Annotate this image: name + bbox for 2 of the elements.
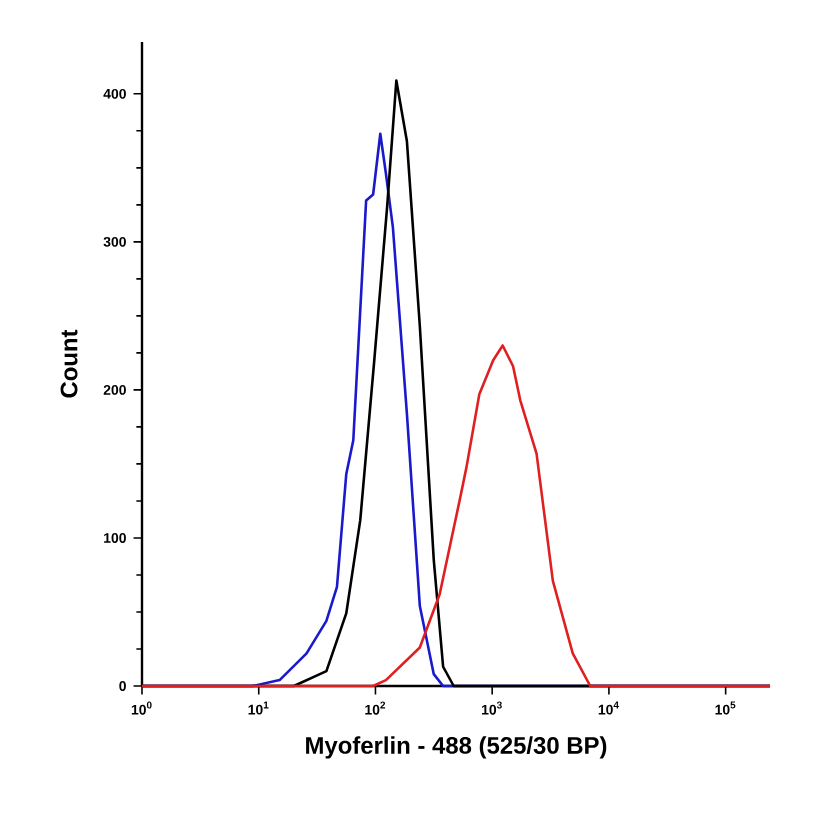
x-axis-title: Myoferlin - 488 (525/30 BP) [306,736,607,759]
y-axis-title: Count [60,329,78,398]
